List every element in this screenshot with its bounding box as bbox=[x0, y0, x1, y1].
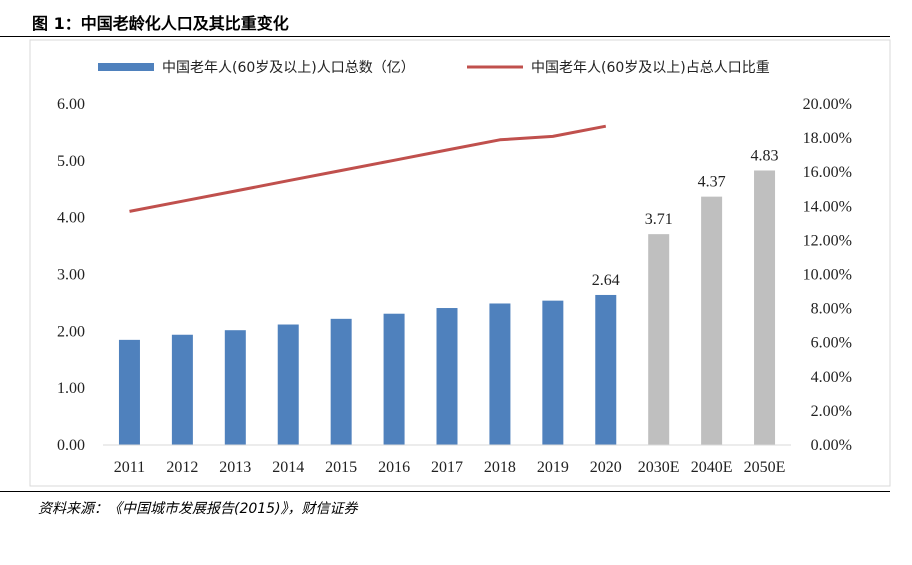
x-tick-label: 2012 bbox=[166, 459, 198, 476]
x-tick-label: 2050E bbox=[744, 459, 786, 476]
bar bbox=[595, 294, 617, 445]
bar bbox=[224, 330, 246, 445]
chart-frame bbox=[29, 39, 891, 487]
y-right-tick-label: 16.00% bbox=[803, 164, 852, 181]
y-left-tick-label: 4.00 bbox=[57, 210, 85, 227]
bar bbox=[383, 313, 405, 445]
legend-bar-swatch bbox=[98, 63, 154, 71]
bar bbox=[648, 234, 670, 445]
y-right-tick-label: 20.00% bbox=[803, 96, 852, 113]
left-axis: 0.00 1.00 2.00 3.00 4.00 5.00 6.00 bbox=[57, 96, 85, 454]
x-tick-label: 2019 bbox=[537, 459, 569, 476]
legend-line-label: 中国老年人(60岁及以上)占总人口比重 bbox=[531, 60, 770, 76]
x-tick-label: 2016 bbox=[378, 459, 410, 476]
y-right-tick-label: 6.00% bbox=[811, 335, 852, 352]
bar bbox=[754, 170, 776, 445]
figure-title: 图 1：中国老龄化人口及其比重变化 bbox=[32, 14, 289, 33]
x-tick-label: 2017 bbox=[431, 459, 463, 476]
data-label: 4.83 bbox=[751, 147, 779, 164]
y-left-tick-label: 6.00 bbox=[57, 96, 85, 113]
bar bbox=[436, 308, 458, 445]
x-tick-label: 2015 bbox=[325, 459, 357, 476]
x-tick-label: 2014 bbox=[272, 459, 304, 476]
x-tick-label: 2020 bbox=[590, 459, 622, 476]
y-right-tick-label: 18.00% bbox=[803, 130, 852, 147]
y-right-tick-label: 4.00% bbox=[811, 369, 852, 386]
right-axis: 0.00% 2.00% 4.00% 6.00% 8.00% 10.00% 12.00% 14.… bbox=[803, 96, 852, 454]
figure-title-bar: 图 1：中国老龄化人口及其比重变化 bbox=[0, 6, 890, 37]
bar bbox=[330, 318, 352, 445]
y-left-tick-label: 1.00 bbox=[57, 380, 85, 397]
y-left-tick-label: 3.00 bbox=[57, 267, 85, 284]
x-tick-label: 2011 bbox=[114, 459, 145, 476]
bar-series bbox=[118, 170, 776, 445]
y-left-tick-label: 0.00 bbox=[57, 437, 85, 454]
y-left-tick-label: 2.00 bbox=[57, 323, 85, 340]
data-label: 2.64 bbox=[592, 272, 620, 289]
legend: 中国老年人(60岁及以上)人口总数（亿） 中国老年人(60岁及以上)占总人口比重 bbox=[98, 60, 770, 76]
bar bbox=[542, 300, 564, 445]
y-right-tick-label: 12.00% bbox=[803, 232, 852, 249]
x-tick-label: 2018 bbox=[484, 459, 516, 476]
y-left-tick-label: 5.00 bbox=[57, 153, 85, 170]
data-label: 3.71 bbox=[645, 211, 673, 228]
chart: 中国老年人(60岁及以上)人口总数（亿） 中国老年人(60岁及以上)占总人口比重… bbox=[29, 39, 891, 487]
data-label: 4.37 bbox=[698, 174, 726, 191]
data-labels: 2.64 3.71 4.37 4.83 bbox=[592, 147, 779, 288]
source-bar: 资料来源：《中国城市发展报告(2015)》，财信证券 bbox=[0, 491, 890, 517]
bar bbox=[701, 196, 723, 445]
y-right-tick-label: 0.00% bbox=[811, 437, 852, 454]
y-right-tick-label: 10.00% bbox=[803, 267, 852, 284]
y-right-tick-label: 8.00% bbox=[811, 301, 852, 318]
source-note: 资料来源：《中国城市发展报告(2015)》，财信证券 bbox=[38, 501, 358, 517]
line-series bbox=[129, 124, 607, 213]
x-axis-labels: 2011 2012 2013 2014 2015 2016 2017 2018 2019 2020… bbox=[114, 459, 786, 476]
x-tick-label: 2040E bbox=[691, 459, 733, 476]
legend-bar-label: 中国老年人(60岁及以上)人口总数（亿） bbox=[162, 60, 415, 76]
x-tick-label: 2013 bbox=[219, 459, 251, 476]
bar bbox=[277, 324, 299, 445]
x-tick-label: 2030E bbox=[638, 459, 680, 476]
bar bbox=[171, 334, 193, 445]
y-right-tick-label: 2.00% bbox=[811, 403, 852, 420]
bar bbox=[489, 303, 511, 445]
bar bbox=[118, 339, 140, 445]
ratio-line bbox=[129, 124, 607, 213]
y-right-tick-label: 14.00% bbox=[803, 198, 852, 215]
